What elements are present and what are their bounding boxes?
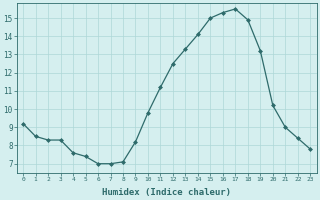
X-axis label: Humidex (Indice chaleur): Humidex (Indice chaleur) <box>102 188 231 197</box>
